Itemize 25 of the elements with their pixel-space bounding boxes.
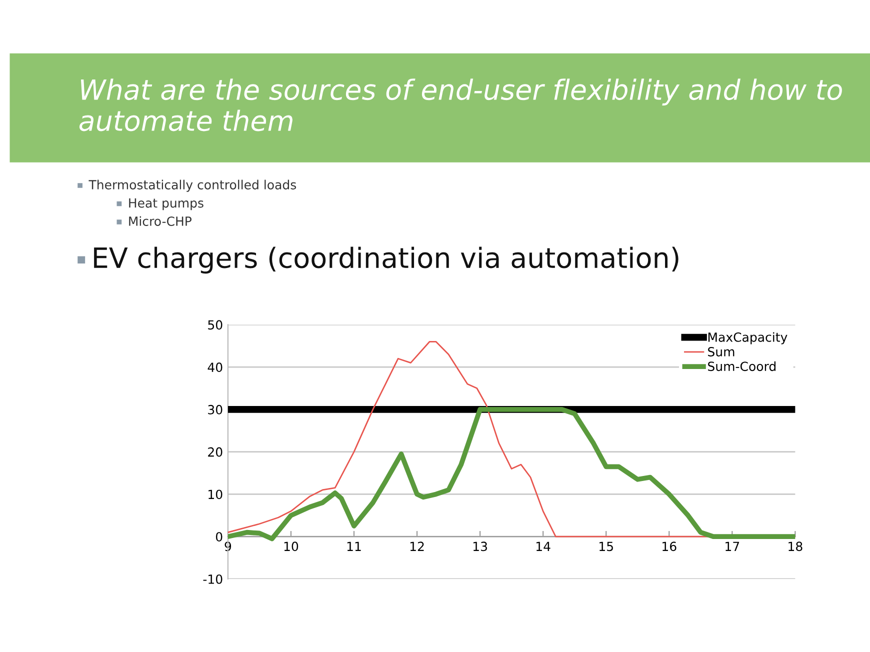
x-tick-label: 17 xyxy=(726,542,740,551)
chart-subtitle: EV chargers (coordination via automation) xyxy=(94,246,678,274)
legend-label: Sum xyxy=(708,347,734,356)
x-tick-label: 16 xyxy=(662,542,676,552)
y-tick-label: 20 xyxy=(208,447,222,457)
y-tick-label: -10 xyxy=(203,574,222,584)
text: Micro-CHP xyxy=(129,216,192,226)
y-tick-label: 50 xyxy=(208,320,222,330)
y-tick-label: 40 xyxy=(208,362,222,372)
x-tick-label: 15 xyxy=(600,542,613,552)
x-tick-label: 11 xyxy=(347,542,361,551)
y-tick-label: 30 xyxy=(208,404,222,414)
x-tick-label: 14 xyxy=(536,542,550,551)
chart-title: What are the sources of end-user flexibility and how to automate them xyxy=(79,78,842,132)
legend-label: MaxCapacity xyxy=(708,332,788,344)
legend-label: Sum-Coord xyxy=(708,361,776,372)
line-series xyxy=(228,407,796,542)
x-tick-label: 10 xyxy=(284,542,298,552)
x-tick-label: 18 xyxy=(788,542,802,552)
x-tick-label: 13 xyxy=(473,542,487,552)
text: Heat pumps xyxy=(129,198,204,210)
x-tick-label: 12 xyxy=(410,542,424,551)
y-tick-label: 10 xyxy=(208,490,222,500)
y-tick-label: 0 xyxy=(216,532,222,542)
text: Thermostatically controlled loads xyxy=(88,180,296,192)
